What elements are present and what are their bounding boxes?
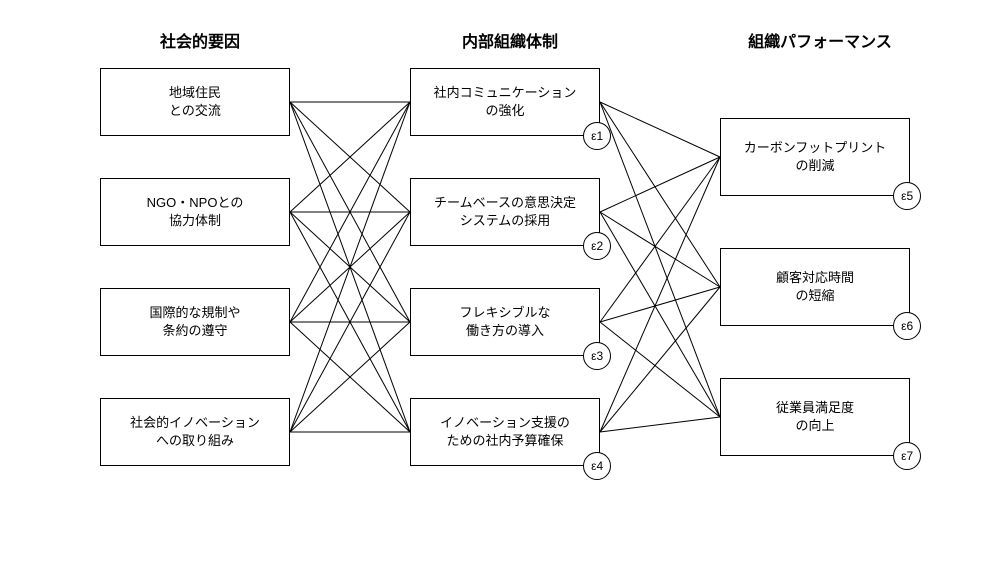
node-label: カーボンフットプリントの削減 xyxy=(744,139,887,175)
epsilon-e6: ε6 xyxy=(893,312,921,340)
node-c1: カーボンフットプリントの削減 xyxy=(720,118,910,196)
epsilon-e1: ε1 xyxy=(583,122,611,150)
node-label: 社内コミュニケーションの強化 xyxy=(434,84,577,120)
epsilon-e5: ε5 xyxy=(893,182,921,210)
epsilon-e3: ε3 xyxy=(583,342,611,370)
node-label: 地域住民との交流 xyxy=(169,84,221,120)
epsilon-e2: ε2 xyxy=(583,232,611,260)
column-header-1: 社会的要因 xyxy=(120,28,280,52)
node-label: NGO・NPOとの協力体制 xyxy=(147,194,244,230)
node-label: フレキシブルな働き方の導入 xyxy=(459,304,550,340)
node-label: 従業員満足度の向上 xyxy=(776,399,854,435)
epsilon-e4: ε4 xyxy=(583,452,611,480)
node-c3: 従業員満足度の向上 xyxy=(720,378,910,456)
column-header-2: 内部組織体制 xyxy=(430,28,590,52)
node-a2: NGO・NPOとの協力体制 xyxy=(100,178,290,246)
node-label: 国際的な規制や条約の遵守 xyxy=(149,304,240,340)
column-header-3: 組織パフォーマンス xyxy=(720,28,920,52)
node-b1: 社内コミュニケーションの強化 xyxy=(410,68,600,136)
node-label: チームベースの意思決定システムの採用 xyxy=(434,194,576,230)
node-label: 社会的イノベーションへの取り組み xyxy=(130,414,260,450)
epsilon-e7: ε7 xyxy=(893,442,921,470)
node-label: イノベーション支援のための社内予算確保 xyxy=(440,414,570,450)
node-label: 顧客対応時間の短縮 xyxy=(776,269,854,305)
node-a4: 社会的イノベーションへの取り組み xyxy=(100,398,290,466)
node-a3: 国際的な規制や条約の遵守 xyxy=(100,288,290,356)
node-c2: 顧客対応時間の短縮 xyxy=(720,248,910,326)
node-b2: チームベースの意思決定システムの採用 xyxy=(410,178,600,246)
node-b4: イノベーション支援のための社内予算確保 xyxy=(410,398,600,466)
node-b3: フレキシブルな働き方の導入 xyxy=(410,288,600,356)
node-a1: 地域住民との交流 xyxy=(100,68,290,136)
